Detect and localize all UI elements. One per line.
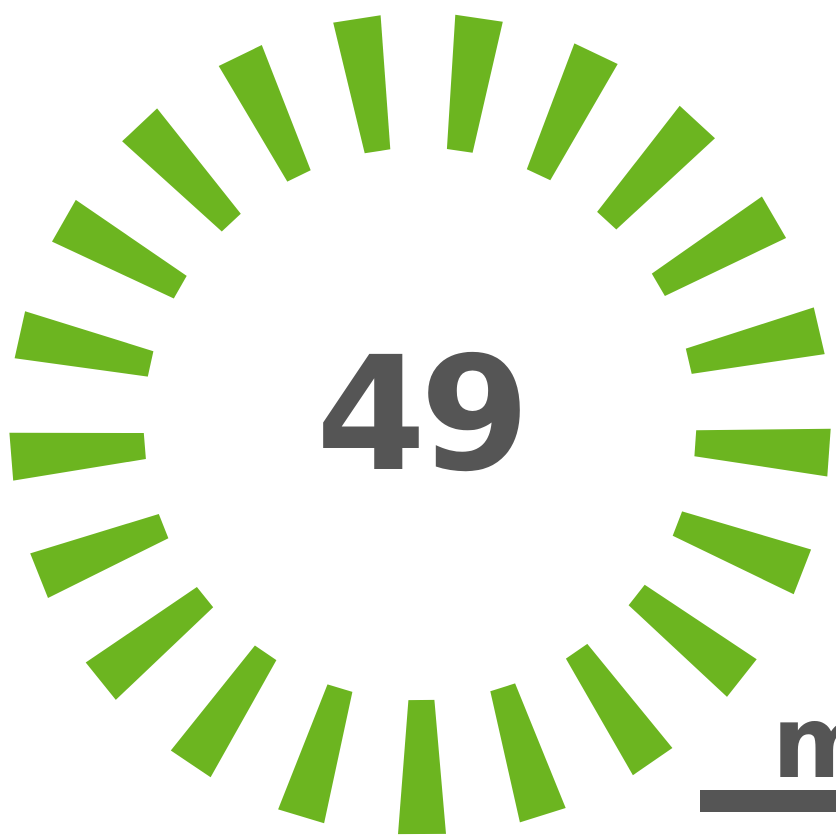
- count-number: 49: [316, 323, 530, 507]
- ray-11: [9, 432, 146, 481]
- ray-10: [30, 514, 169, 598]
- ray-5: [490, 683, 566, 823]
- ray-8: [170, 645, 277, 778]
- ray-2: [672, 511, 812, 595]
- unit-underline: [700, 790, 836, 812]
- ray-4: [565, 643, 673, 776]
- ray-1: [694, 428, 831, 477]
- ray-6: [398, 699, 446, 835]
- unit-label: m: [772, 684, 836, 801]
- ray-19: [597, 105, 715, 230]
- ray-20: [651, 196, 787, 296]
- ray-3: [628, 584, 757, 697]
- ray-17: [446, 14, 503, 153]
- ray-7: [278, 684, 353, 824]
- ray-18: [526, 43, 618, 181]
- ray-12: [14, 311, 154, 377]
- ray-13: [52, 199, 187, 299]
- ray-21: [685, 307, 825, 374]
- ray-14: [122, 108, 241, 232]
- ray-16: [333, 15, 391, 154]
- ray-9: [85, 587, 214, 700]
- ray-15: [218, 45, 311, 182]
